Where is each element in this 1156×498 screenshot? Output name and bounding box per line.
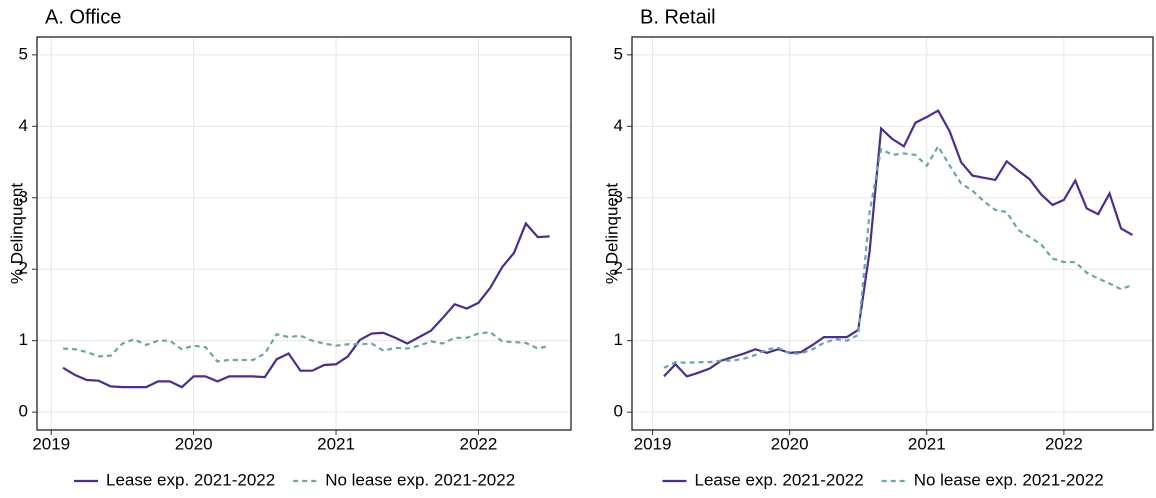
y-tick-label: 4 <box>19 116 28 135</box>
y-tick-label: 3 <box>614 187 623 206</box>
series-line <box>663 144 1133 369</box>
y-tick-label: 5 <box>19 44 28 63</box>
panel: B. Retail % Delinquent 0 1 2 3 4 5 2019 2020 2021 2… <box>602 6 1154 489</box>
x-tick-label: 2022 <box>460 434 498 453</box>
plot-frame <box>36 36 572 431</box>
y-tick-label: 2 <box>614 259 623 278</box>
y-tick-label: 0 <box>614 402 623 421</box>
y-tick-label: 1 <box>614 330 623 349</box>
y-axis-label: % Delinquent <box>602 183 621 284</box>
legend-label: No lease exp. 2021-2022 <box>325 470 515 489</box>
panel-title: A. Office <box>45 6 121 28</box>
series-line <box>663 109 1133 378</box>
y-tick-label: 5 <box>614 44 623 63</box>
x-tick-label: 2020 <box>771 434 809 453</box>
x-tick-label: 2019 <box>634 434 672 453</box>
y-tick-label: 3 <box>19 187 28 206</box>
plot-frame <box>631 36 1154 431</box>
x-tick-label: 2022 <box>1045 434 1083 453</box>
y-tick-label: 4 <box>614 116 623 135</box>
legend-label: Lease exp. 2021-2022 <box>106 470 275 489</box>
y-tick-label: 1 <box>19 330 28 349</box>
x-tick-label: 2019 <box>32 434 70 453</box>
legend: Lease exp. 2021-2022 No lease exp. 2021-2… <box>662 470 1104 489</box>
panel-title: B. Retail <box>640 6 716 28</box>
y-tick-label: 0 <box>19 402 28 421</box>
panel: A. Office % Delinquent 0 1 2 3 4 5 2019 2020 2021 2… <box>7 6 572 489</box>
legend-label: Lease exp. 2021-2022 <box>695 470 864 489</box>
legend: Lease exp. 2021-2022 No lease exp. 2021-2… <box>74 470 515 489</box>
legend-label: No lease exp. 2021-2022 <box>914 470 1104 489</box>
series-line <box>62 330 550 363</box>
x-tick-label: 2021 <box>317 434 355 453</box>
x-tick-label: 2021 <box>908 434 946 453</box>
x-tick-label: 2020 <box>175 434 213 453</box>
y-axis-label: % Delinquent <box>7 183 26 284</box>
y-tick-label: 2 <box>19 259 28 278</box>
series-line <box>62 221 550 389</box>
